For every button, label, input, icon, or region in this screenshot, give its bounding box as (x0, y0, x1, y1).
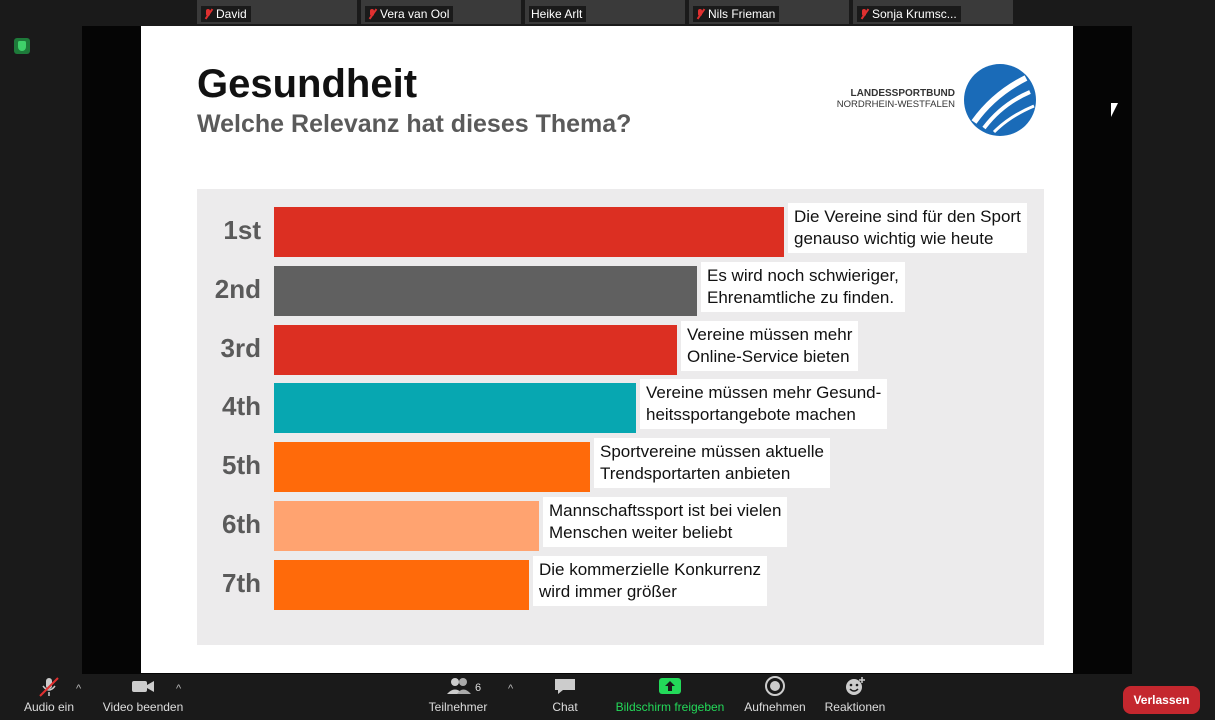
mic-muted-icon (859, 8, 869, 20)
ranking-bar (274, 265, 697, 316)
bar-description-line: heitssportangebote machen (646, 405, 856, 425)
bar-description-line: Die kommerzielle Konkurrenz (539, 559, 762, 579)
bar-description: Die kommerzielle Konkurrenz wird immer gr… (533, 555, 768, 606)
presentation-slide: Gesundheit Welche Relevanz hat dieses Th… (141, 26, 1073, 673)
participant-tile[interactable]: Vera van Ool (361, 0, 521, 24)
security-shield-icon[interactable] (14, 38, 30, 54)
bar-description: Es wird noch schwieriger, Ehrenamtliche z… (701, 261, 905, 312)
ranking-bar (274, 324, 677, 375)
video-button[interactable]: Video beenden (98, 676, 188, 714)
participant-tile[interactable]: Nils Frieman (689, 0, 849, 24)
landessportbund-logo (964, 64, 1036, 136)
rank-label: 2nd (214, 273, 261, 304)
audio-options-caret[interactable]: ^ (76, 683, 82, 695)
participant-label: Sonja Krumsc... (857, 6, 961, 22)
rank-label: 6th (222, 509, 261, 539)
bar-description: Mannschaftssport ist bei vielen Menschen … (543, 497, 788, 547)
bar-description-line: wird immer größer (539, 581, 677, 601)
bar-description: Sportvereine müssen aktuelle Trendsportar… (594, 438, 830, 489)
bar-description-line: Online-Service bieten (687, 346, 850, 366)
bar-description-line: Trendsportarten anbieten (600, 464, 791, 484)
participants-button[interactable]: Teilnehmer (422, 676, 494, 714)
leave-meeting-button[interactable]: Verlassen (1123, 686, 1200, 714)
mic-muted-icon (367, 8, 377, 20)
participant-tile[interactable]: Heike Arlt (525, 0, 685, 24)
bar-description-line: Sportvereine müssen aktuelle (600, 442, 824, 462)
slide-title: Gesundheit (197, 62, 418, 106)
logo-text: LANDESSPORTBUND NORDRHEIN-WESTFALEN (836, 88, 955, 110)
participants-options-caret[interactable]: ^ (508, 683, 514, 695)
bar-description-line: Menschen weiter beliebt (549, 523, 733, 542)
video-options-caret[interactable]: ^ (176, 683, 182, 695)
participant-label: David (201, 6, 251, 22)
meeting-toolbar (0, 674, 1215, 720)
ranking-bar (274, 442, 590, 493)
ranking-bar (274, 207, 784, 257)
rank-label: 1st (223, 215, 261, 245)
participant-label: Vera van Ool (365, 6, 454, 22)
audio-button[interactable]: Audio ein (18, 676, 80, 714)
mic-muted-icon (203, 8, 213, 20)
chat-bubble-icon (553, 676, 577, 696)
video-camera-icon (131, 676, 155, 696)
bar-description-line: Die Vereine sind für den Sport (794, 207, 1021, 226)
record-button[interactable]: Aufnehmen (738, 676, 812, 714)
rank-label: 7th (222, 567, 261, 598)
bar-description-line: Vereine müssen mehr (687, 324, 853, 344)
participants-count: 6 (475, 682, 482, 694)
share-screen-icon (658, 676, 682, 696)
record-icon (763, 676, 787, 696)
participants-icon (446, 676, 471, 696)
mic-muted-icon (695, 8, 705, 20)
bar-description: Vereine müssen mehr Online-Service bieten (681, 320, 859, 371)
participant-tile[interactable]: David (197, 0, 357, 24)
ranking-bar (274, 383, 636, 434)
ranking-bar (274, 559, 529, 610)
bar-description: Die Vereine sind für den Sport genauso wi… (788, 203, 1027, 253)
microphone-muted-icon (37, 676, 61, 697)
rank-label: 4th (222, 391, 261, 422)
reaction-emoji-icon (843, 676, 867, 696)
mouse-cursor-icon (1111, 103, 1118, 117)
bar-description-line: genauso wichtig wie heute (794, 229, 994, 248)
ranking-chart: 1st Die Vereine sind für den Sport genauso… (197, 189, 1044, 645)
participant-tile[interactable]: Sonja Krumsc... (853, 0, 1013, 24)
chat-button[interactable]: Chat (540, 676, 590, 714)
rank-label: 5th (222, 450, 261, 481)
participant-label: Nils Frieman (693, 6, 780, 22)
bar-description: Vereine müssen mehr Gesund-heitssportang… (640, 379, 888, 430)
reactions-button[interactable]: Reaktionen (818, 676, 892, 714)
bar-description-line: Vereine müssen mehr Gesund- (646, 383, 882, 403)
bar-description-line: Es wird noch schwieriger, (707, 265, 899, 285)
participant-label: Heike Arlt (529, 6, 587, 22)
slide-subtitle: Welche Relevanz hat dieses Thema? (197, 110, 632, 138)
bar-description-line: Ehrenamtliche zu finden. (707, 287, 895, 307)
ranking-bar (274, 501, 539, 551)
bar-description-line: Mannschaftssport ist bei vielen (549, 501, 782, 520)
share-screen-button[interactable]: Bildschirm freigeben (608, 676, 732, 714)
rank-label: 3rd (220, 332, 261, 363)
